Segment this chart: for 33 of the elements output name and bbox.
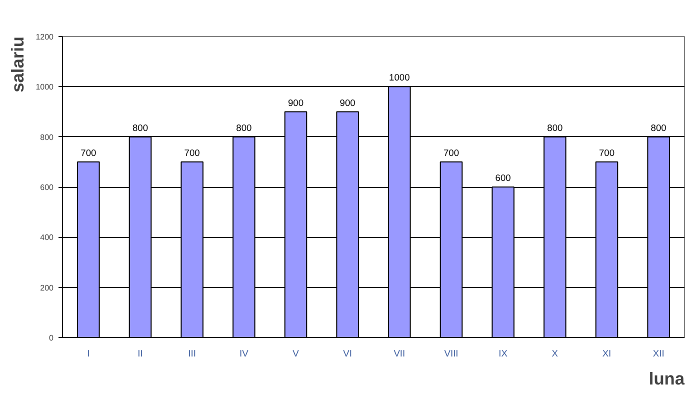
x-tick-label: V — [292, 348, 300, 358]
x-tick-label: IV — [240, 348, 250, 358]
y-tick-label: 800 — [40, 132, 54, 142]
x-tick-label: IX — [498, 348, 508, 358]
x-tick-label: VII — [394, 348, 406, 358]
data-label: 900 — [288, 98, 304, 108]
x-tick-label: VI — [343, 348, 352, 358]
data-label: 700 — [184, 148, 200, 158]
data-label: 800 — [650, 122, 666, 133]
x-tick-label: I — [87, 348, 90, 358]
x-tick-label: XII — [652, 348, 664, 358]
y-tick-label: 0 — [49, 334, 54, 342]
x-axis-title: luna — [648, 368, 685, 388]
x-tick-label: II — [138, 348, 143, 358]
data-label: 800 — [132, 122, 148, 133]
x-tick-label: X — [552, 348, 559, 358]
data-label: 700 — [80, 148, 96, 158]
y-tick-label: 200 — [40, 283, 54, 292]
y-tick-label: 600 — [40, 183, 54, 192]
data-label: 900 — [340, 98, 356, 108]
y-axis-title: salariu — [8, 36, 28, 92]
data-label: 700 — [598, 148, 615, 158]
data-label: 700 — [443, 148, 460, 158]
x-tick-label: XI — [602, 348, 612, 358]
x-tick-label: III — [188, 348, 196, 358]
data-label: 600 — [495, 173, 511, 183]
data-label: 800 — [236, 122, 252, 133]
y-tick-label: 1200 — [36, 32, 54, 42]
y-tick-label: 400 — [40, 233, 54, 242]
data-label: 800 — [547, 122, 563, 133]
data-label: 1000 — [389, 72, 410, 83]
x-tick-label: VIII — [444, 348, 458, 358]
y-tick-label: 1000 — [36, 82, 54, 92]
